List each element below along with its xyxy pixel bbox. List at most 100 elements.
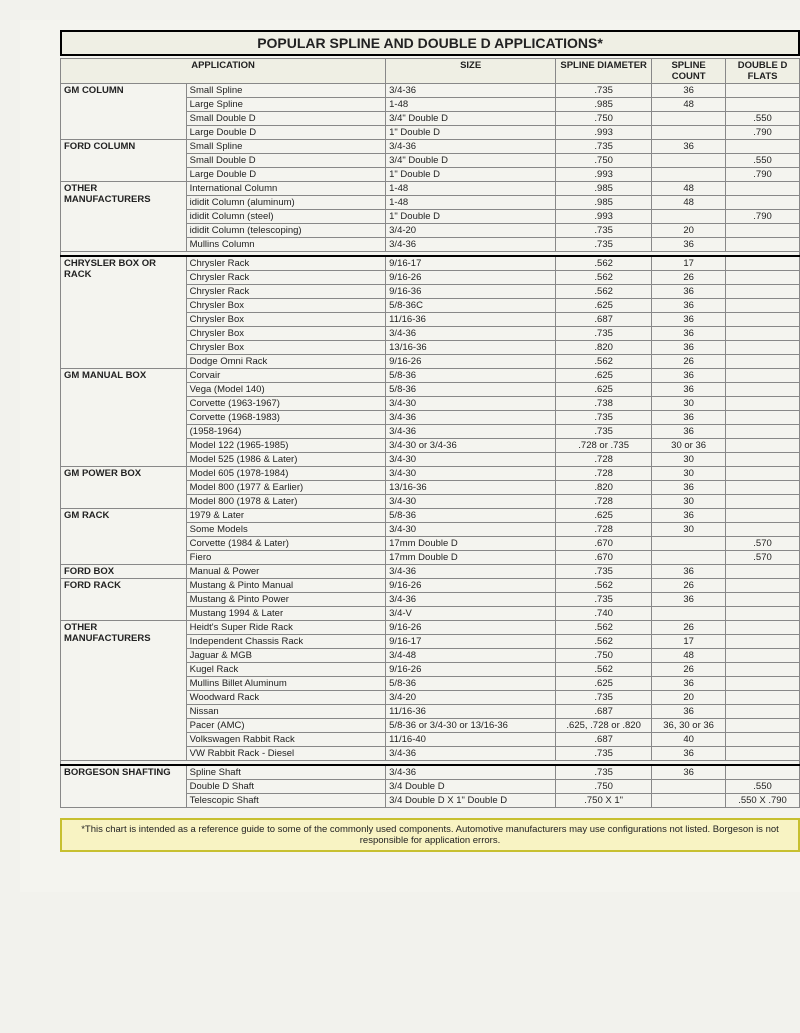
data-cell: 30	[652, 397, 726, 411]
data-cell	[726, 579, 800, 593]
data-cell: Model 800 (1977 & Earlier)	[186, 481, 386, 495]
data-cell: 26	[652, 579, 726, 593]
data-cell: 9/16-26	[386, 663, 556, 677]
data-cell: .687	[556, 313, 652, 327]
data-cell: Volkswagen Rabbit Rack	[186, 733, 386, 747]
table-row: GM POWER BOXModel 605 (1978-1984)3/4-30.…	[61, 467, 800, 481]
data-cell: .670	[556, 537, 652, 551]
category-cell: GM RACK	[61, 509, 187, 565]
table-row: OTHER MANUFACTURERSHeidt's Super Ride Ra…	[61, 621, 800, 635]
data-cell: 11/16-36	[386, 705, 556, 719]
category-cell: BORGESON SHAFTING	[61, 765, 187, 808]
table-row: FORD BOXManual & Power3/4-36.73536	[61, 565, 800, 579]
data-cell	[726, 495, 800, 509]
data-cell: Double D Shaft	[186, 780, 386, 794]
data-cell: Vega (Model 140)	[186, 383, 386, 397]
data-cell: 9/16-26	[386, 355, 556, 369]
data-cell: 9/16-36	[386, 285, 556, 299]
data-cell: 36	[652, 705, 726, 719]
data-cell	[652, 551, 726, 565]
data-cell	[726, 565, 800, 579]
data-cell: 36	[652, 238, 726, 252]
data-cell: Independent Chassis Rack	[186, 635, 386, 649]
data-cell: 36	[652, 299, 726, 313]
data-cell: Nissan	[186, 705, 386, 719]
data-cell: .562	[556, 579, 652, 593]
data-cell: Small Double D	[186, 112, 386, 126]
table-row: OTHER MANUFACTURERSInternational Column1…	[61, 182, 800, 196]
data-cell	[726, 677, 800, 691]
data-cell: 20	[652, 691, 726, 705]
data-cell: 1" Double D	[386, 210, 556, 224]
data-cell: .750 X 1"	[556, 794, 652, 808]
data-cell: Model 525 (1986 & Later)	[186, 453, 386, 467]
table-row: GM RACK1979 & Later5/8-36.62536	[61, 509, 800, 523]
data-cell	[652, 126, 726, 140]
data-cell	[726, 663, 800, 677]
data-cell: 3/4-36	[386, 84, 556, 98]
data-cell: 1-48	[386, 196, 556, 210]
data-cell: 3/4-36	[386, 593, 556, 607]
data-cell	[726, 397, 800, 411]
data-cell: Chrysler Box	[186, 327, 386, 341]
data-cell	[726, 140, 800, 154]
category-cell: FORD RACK	[61, 579, 187, 621]
data-cell	[652, 607, 726, 621]
data-cell: Telescopic Shaft	[186, 794, 386, 808]
data-cell: .735	[556, 84, 652, 98]
data-cell: Manual & Power	[186, 565, 386, 579]
data-cell	[726, 411, 800, 425]
data-cell: .993	[556, 126, 652, 140]
data-cell: 48	[652, 182, 726, 196]
data-cell	[726, 719, 800, 733]
col-size: SIZE	[386, 59, 556, 84]
data-cell: 9/16-26	[386, 579, 556, 593]
data-cell: .728 or .735	[556, 439, 652, 453]
document-page: POPULAR SPLINE AND DOUBLE D APPLICATIONS…	[20, 20, 800, 892]
data-cell: Small Double D	[186, 154, 386, 168]
data-cell: Large Double D	[186, 126, 386, 140]
data-cell: 20	[652, 224, 726, 238]
data-cell	[652, 112, 726, 126]
data-cell: .790	[726, 168, 800, 182]
data-cell	[726, 98, 800, 112]
table-header: APPLICATION SIZE SPLINE DIAMETER SPLINE …	[61, 59, 800, 84]
data-cell: 17	[652, 256, 726, 271]
data-cell: Some Models	[186, 523, 386, 537]
data-cell	[726, 635, 800, 649]
data-cell: 1-48	[386, 98, 556, 112]
data-cell: .735	[556, 565, 652, 579]
data-cell: 36	[652, 140, 726, 154]
data-cell: Heidt's Super Ride Rack	[186, 621, 386, 635]
data-cell: .735	[556, 327, 652, 341]
data-cell	[726, 439, 800, 453]
data-cell: 9/16-26	[386, 271, 556, 285]
data-cell: .993	[556, 210, 652, 224]
col-application: APPLICATION	[61, 59, 386, 84]
data-cell: .735	[556, 747, 652, 761]
data-cell: 5/8-36 or 3/4-30 or 13/16-36	[386, 719, 556, 733]
data-cell: .790	[726, 210, 800, 224]
data-cell	[726, 649, 800, 663]
data-cell: 9/16-17	[386, 256, 556, 271]
data-cell: Mullins Column	[186, 238, 386, 252]
data-cell: 17mm Double D	[386, 551, 556, 565]
data-cell: .735	[556, 425, 652, 439]
data-cell	[726, 481, 800, 495]
data-cell: 36	[652, 677, 726, 691]
data-cell: 36	[652, 313, 726, 327]
data-cell: 36	[652, 285, 726, 299]
category-cell: FORD BOX	[61, 565, 187, 579]
data-cell: .550	[726, 154, 800, 168]
data-cell: .570	[726, 551, 800, 565]
data-cell: Mustang & Pinto Power	[186, 593, 386, 607]
data-cell	[726, 765, 800, 780]
data-cell	[726, 509, 800, 523]
data-cell: 36	[652, 481, 726, 495]
data-cell: 1" Double D	[386, 168, 556, 182]
data-cell: 3/4-36	[386, 425, 556, 439]
data-cell: .750	[556, 780, 652, 794]
data-cell: 17mm Double D	[386, 537, 556, 551]
data-cell	[726, 182, 800, 196]
data-cell: 3/4-20	[386, 691, 556, 705]
